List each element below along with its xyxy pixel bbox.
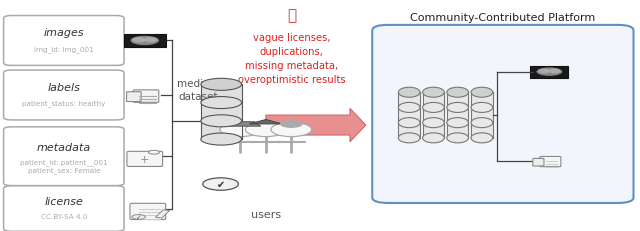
Ellipse shape [447,133,468,143]
Ellipse shape [447,118,468,128]
Ellipse shape [201,79,242,91]
Ellipse shape [538,69,550,74]
Ellipse shape [422,118,444,128]
Ellipse shape [422,103,444,113]
Bar [124,35,166,48]
Circle shape [132,215,145,219]
Ellipse shape [447,88,468,98]
Ellipse shape [471,118,493,128]
FancyBboxPatch shape [127,152,163,167]
Text: 🙁: 🙁 [287,8,296,23]
Bar [422,93,444,138]
Text: medical
dataset: medical dataset [177,79,218,101]
Ellipse shape [201,97,242,109]
Ellipse shape [131,37,159,46]
Text: metadata: metadata [36,142,91,152]
Ellipse shape [201,115,242,127]
Circle shape [271,123,312,137]
FancyBboxPatch shape [4,16,124,66]
Bar [531,66,568,78]
Ellipse shape [422,133,444,143]
Ellipse shape [447,103,468,113]
Bar [201,85,242,140]
Circle shape [280,120,303,128]
Circle shape [148,151,159,155]
FancyBboxPatch shape [130,204,166,220]
Ellipse shape [398,133,420,143]
Text: patient_id: patient__001
patient_sex: Female: patient_id: patient__001 patient_sex: Fe… [20,159,108,173]
FancyBboxPatch shape [540,157,561,167]
Text: labels: labels [47,83,80,93]
FancyBboxPatch shape [372,26,634,203]
FancyBboxPatch shape [4,127,124,186]
Ellipse shape [398,103,420,113]
Text: +: + [140,154,150,164]
Ellipse shape [144,38,157,43]
Ellipse shape [422,88,444,98]
Polygon shape [220,122,260,127]
Bar [471,93,493,138]
Text: ✔: ✔ [216,179,225,189]
FancyBboxPatch shape [4,186,124,231]
Bar [156,210,170,218]
Polygon shape [266,109,366,142]
Ellipse shape [201,134,242,146]
Ellipse shape [548,69,561,74]
Ellipse shape [471,103,493,113]
Ellipse shape [398,88,420,98]
Text: vague licenses,
duplications,
missing metadata,
overoptimistic results: vague licenses, duplications, missing me… [237,32,345,84]
Ellipse shape [398,118,420,128]
Text: Community-Contributed Platform: Community-Contributed Platform [410,13,595,23]
FancyBboxPatch shape [533,159,544,166]
Circle shape [203,178,239,190]
Text: ✓: ✓ [136,214,141,220]
Text: images: images [44,28,84,38]
Ellipse shape [132,38,146,43]
Ellipse shape [536,68,563,76]
Circle shape [246,123,286,137]
Text: patient_status: healthy: patient_status: healthy [22,100,106,107]
Ellipse shape [471,133,493,143]
Circle shape [220,123,260,137]
Text: users: users [251,209,281,219]
Bar [398,93,420,138]
Text: license: license [44,197,83,207]
Text: CC BY-SA 4.0: CC BY-SA 4.0 [40,213,87,219]
FancyBboxPatch shape [4,71,124,120]
FancyBboxPatch shape [127,92,141,102]
Bar [447,93,468,138]
Polygon shape [249,120,282,125]
FancyBboxPatch shape [133,91,159,103]
Ellipse shape [471,88,493,98]
Text: img_id: img_001: img_id: img_001 [34,46,93,53]
